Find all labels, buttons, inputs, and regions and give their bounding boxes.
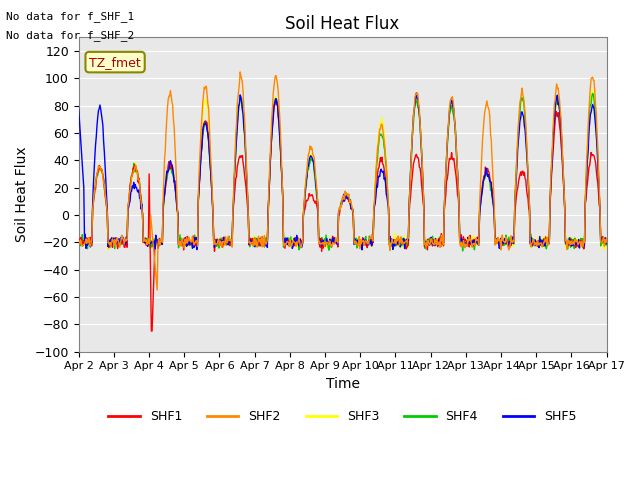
SHF1 [273, 98, 280, 104]
SHF4 [139, 212, 147, 217]
SHF2 [424, 242, 431, 248]
SHF5 [75, 106, 83, 111]
SHF1 [84, 239, 92, 245]
Title: Soil Heat Flux: Soil Heat Flux [285, 15, 400, 33]
SHF2 [84, 240, 92, 245]
SHF2 [75, 241, 83, 247]
SHF1 [424, 247, 431, 253]
SHF1 [139, 211, 147, 217]
SHF3 [408, 151, 415, 156]
Text: TZ_fmet: TZ_fmet [89, 56, 141, 69]
SHF5 [603, 238, 611, 243]
Line: SHF4: SHF4 [79, 94, 607, 251]
SHF5 [192, 235, 200, 240]
SHF3 [84, 240, 92, 245]
SHF2 [236, 69, 244, 75]
SHF1 [408, 177, 416, 182]
SHF4 [603, 242, 611, 248]
SHF2 [408, 138, 416, 144]
SHF5 [408, 152, 415, 158]
SHF1 [603, 240, 611, 246]
SHF1 [193, 239, 201, 244]
SHF3 [140, 231, 147, 237]
SHF5 [358, 247, 366, 252]
SHF2 [603, 236, 611, 241]
SHF1 [147, 328, 155, 334]
SHF3 [104, 247, 112, 253]
Line: SHF2: SHF2 [79, 72, 607, 290]
SHF2 [139, 212, 147, 217]
SHF2 [154, 287, 161, 293]
Text: No data for f_SHF_2: No data for f_SHF_2 [6, 30, 134, 41]
Line: SHF5: SHF5 [79, 93, 607, 250]
SHF2 [193, 239, 201, 244]
Line: SHF3: SHF3 [79, 90, 607, 250]
SHF4 [589, 91, 596, 96]
X-axis label: Time: Time [326, 377, 360, 391]
SHF3 [589, 87, 596, 93]
SHF5 [424, 241, 431, 247]
SHF1 [75, 240, 83, 245]
SHF4 [192, 236, 200, 242]
Line: SHF1: SHF1 [79, 101, 607, 331]
SHF5 [220, 234, 228, 240]
SHF3 [221, 242, 228, 248]
Y-axis label: Soil Heat Flux: Soil Heat Flux [15, 146, 29, 242]
SHF3 [193, 237, 201, 242]
SHF5 [413, 90, 420, 96]
SHF3 [423, 242, 431, 248]
SHF3 [75, 238, 83, 243]
SHF5 [139, 211, 147, 217]
SHF1 [221, 237, 228, 243]
SHF3 [603, 239, 611, 245]
SHF4 [84, 236, 92, 241]
Legend: SHF1, SHF2, SHF3, SHF4, SHF5: SHF1, SHF2, SHF3, SHF4, SHF5 [104, 405, 582, 428]
SHF2 [221, 242, 228, 248]
SHF4 [459, 248, 467, 254]
SHF4 [220, 241, 228, 247]
SHF4 [75, 238, 83, 243]
Text: No data for f_SHF_1: No data for f_SHF_1 [6, 11, 134, 22]
SHF4 [406, 169, 414, 175]
SHF5 [84, 238, 92, 244]
SHF4 [422, 239, 430, 244]
